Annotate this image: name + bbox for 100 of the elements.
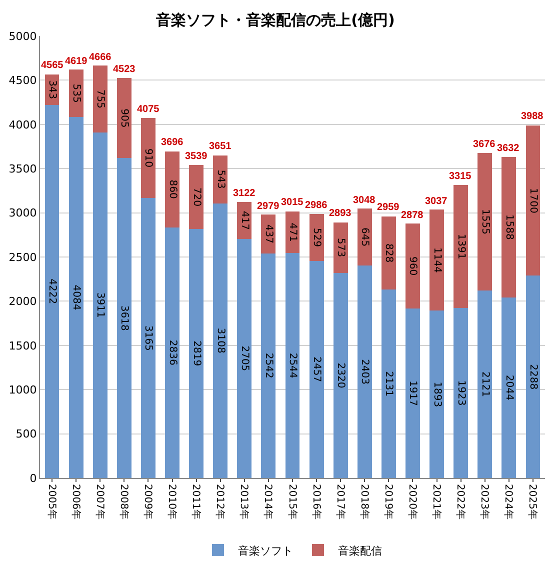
x-tick-label: 2014年 [262, 484, 274, 520]
x-tick-label: 2019年 [382, 484, 394, 520]
data-label: 860 [166, 180, 178, 199]
data-label: 535 [70, 84, 82, 103]
data-label: 2819 [190, 340, 202, 366]
bar [92, 66, 108, 132]
x-tick-label: 2013年 [238, 484, 250, 520]
bar [430, 210, 444, 311]
bar [237, 238, 252, 478]
data-label: 2705 [238, 346, 250, 372]
total-label: 3122 [233, 188, 256, 199]
bar [454, 185, 468, 308]
data-label: 2403 [359, 359, 370, 385]
x-tick-label: 2007年 [94, 484, 106, 520]
total-label: 3676 [473, 139, 496, 150]
y-tick-label: 500 [16, 428, 37, 441]
bar [309, 214, 324, 261]
bar [285, 253, 300, 478]
total-label: 4565 [41, 60, 64, 71]
y-tick-label: 4000 [8, 118, 37, 132]
total-label: 3048 [353, 195, 376, 206]
bar [309, 260, 324, 478]
chart-title: 音楽ソフト・音楽配信の売上(億円) [155, 10, 395, 29]
bar [406, 308, 420, 478]
data-label: 1700 [527, 188, 538, 214]
bar [526, 125, 540, 276]
x-tick-label: 2023年 [478, 484, 491, 520]
bar [141, 118, 156, 198]
bar [357, 266, 372, 478]
bar [381, 216, 396, 290]
data-label: 755 [94, 89, 106, 108]
data-label: 2320 [335, 362, 346, 388]
total-label: 2986 [305, 200, 328, 211]
total-label: 4666 [89, 52, 112, 63]
bar [357, 208, 372, 266]
bar [141, 198, 156, 478]
data-label: 4084 [70, 284, 82, 310]
data-label: 2288 [527, 364, 538, 390]
total-label: 3696 [161, 137, 184, 148]
bar [116, 158, 132, 478]
data-label: 529 [311, 228, 322, 247]
total-label: 2959 [377, 202, 400, 213]
x-tick-label: 2021年 [430, 484, 443, 520]
bar [116, 78, 132, 158]
bar [454, 308, 468, 478]
x-tick-label: 2012年 [214, 484, 226, 520]
total-label: 2878 [401, 210, 424, 221]
data-label: 720 [190, 187, 202, 207]
bar [261, 253, 276, 478]
bar [68, 116, 84, 478]
bar [213, 155, 228, 204]
data-label: 343 [46, 80, 58, 100]
total-label: 2893 [329, 208, 352, 219]
x-tick-label: 2008年 [118, 484, 130, 520]
bar [381, 290, 396, 478]
bar [526, 276, 540, 478]
bar [165, 227, 180, 478]
data-label: 3108 [214, 328, 226, 354]
data-label: 1893 [431, 382, 442, 408]
total-label: 3632 [497, 143, 520, 154]
data-label: 573 [335, 238, 346, 258]
data-label: 2131 [383, 371, 394, 397]
data-label: 1391 [455, 234, 466, 260]
bar [189, 228, 204, 478]
total-label: 3988 [521, 111, 544, 122]
x-tick-label: 2006年 [70, 484, 82, 520]
bar [92, 132, 108, 478]
data-label: 437 [262, 224, 274, 244]
total-label: 4075 [137, 104, 160, 115]
x-tick-label: 2025年 [526, 484, 539, 520]
data-label: 910 [142, 148, 154, 168]
x-tick-label: 2024年 [502, 484, 515, 520]
data-label: 645 [359, 228, 370, 247]
legend-label: 音楽ソフト [238, 544, 293, 558]
data-label: 2544 [287, 352, 298, 378]
data-label: 1923 [455, 380, 466, 406]
bar [478, 290, 492, 478]
total-label: 4523 [113, 64, 136, 75]
bar [333, 272, 348, 478]
y-tick-label: 1500 [8, 339, 37, 352]
data-label: 3165 [142, 325, 154, 351]
bar [333, 222, 348, 273]
data-label: 3911 [94, 292, 106, 318]
data-label: 417 [238, 210, 250, 230]
y-tick-label: 3500 [8, 162, 37, 176]
bar [237, 202, 252, 239]
total-label: 3015 [281, 197, 304, 208]
data-label: 2457 [311, 356, 322, 382]
bar [68, 70, 84, 117]
x-tick-label: 2017年 [334, 484, 346, 520]
x-tick-label: 2016年 [310, 484, 322, 520]
x-tick-label: 2022年 [454, 484, 467, 520]
total-label: 3037 [425, 196, 448, 207]
bar [44, 104, 60, 478]
data-label: 1588 [503, 214, 514, 240]
data-label: 828 [383, 243, 394, 263]
bar [478, 153, 492, 290]
bar [406, 224, 420, 309]
bar [261, 214, 276, 254]
y-tick-label: 2500 [8, 250, 37, 264]
